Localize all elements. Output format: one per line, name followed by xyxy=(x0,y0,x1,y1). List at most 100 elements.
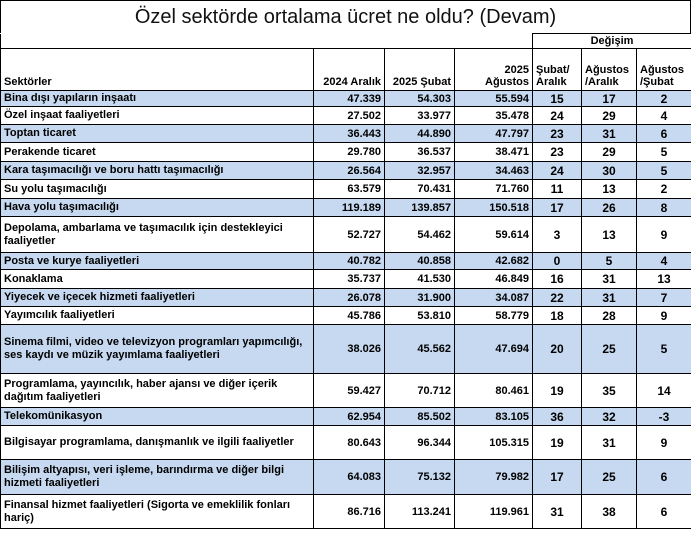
sector: Finansal hizmet faaliyetleri (Sigorta ve… xyxy=(0,494,314,529)
cell: 0 xyxy=(532,252,582,270)
sector: Posta ve kurye faaliyetleri xyxy=(0,252,314,270)
cell: 13 xyxy=(581,216,637,253)
cell: 11 xyxy=(532,179,582,199)
sector: Su yolu taşımacılığı xyxy=(0,179,314,199)
cell: 36.443 xyxy=(313,124,385,143)
row: Hava yolu taşımacılığı 119.189 139.857 150.… xyxy=(0,198,691,217)
cell: 45.562 xyxy=(384,324,455,374)
cell: 24 xyxy=(532,106,582,125)
cell: 16 xyxy=(532,269,582,289)
sector: Telekomünikasyon xyxy=(0,407,314,426)
cell: 79.982 xyxy=(454,459,533,495)
cell: 36.537 xyxy=(384,142,455,162)
column-header: Sektörler xyxy=(0,48,314,91)
column-header: 2025 Şubat xyxy=(384,48,455,91)
cell: 28 xyxy=(581,306,637,325)
cell: 38.471 xyxy=(454,142,533,162)
cell: 22 xyxy=(532,288,582,307)
row: Finansal hizmet faaliyetleri (Sigorta ve… xyxy=(0,494,691,529)
cell: 63.579 xyxy=(313,179,385,199)
cell: 29 xyxy=(581,106,637,125)
cell: 62.954 xyxy=(313,407,385,426)
cell: 5 xyxy=(581,252,637,270)
row: Yiyecek ve içecek hizmeti faaliyetleri 26… xyxy=(0,288,691,307)
row: Depolama, ambarlama ve taşımacılık için … xyxy=(0,216,691,253)
row: Yayımcılık faaliyetleri 45.786 53.810 58.77… xyxy=(0,306,691,325)
cell: 59.614 xyxy=(454,216,533,253)
cell: 42.682 xyxy=(454,252,533,270)
cell: 96.344 xyxy=(384,425,455,460)
cell: 6 xyxy=(635,124,691,143)
cell: 23 xyxy=(532,124,582,143)
sector: Depolama, ambarlama ve taşımacılık için … xyxy=(0,216,314,253)
row: Bilgisayar programlama, danışmanlık ve i… xyxy=(0,425,691,460)
cell: 30 xyxy=(581,161,637,180)
cell: 6 xyxy=(635,459,691,495)
cell: 20 xyxy=(532,324,582,374)
blank xyxy=(0,33,533,49)
cell: 45.786 xyxy=(313,306,385,325)
row: Bina dışı yapıların inşaatı 47.339 54.303 5… xyxy=(0,90,691,107)
cell: -3 xyxy=(635,407,691,426)
cell: 139.857 xyxy=(384,198,455,217)
cell: 47.694 xyxy=(454,324,533,374)
cell: 34.463 xyxy=(454,161,533,180)
cell: 2 xyxy=(635,90,691,107)
cell: 29 xyxy=(581,142,637,162)
cell: 17 xyxy=(581,90,637,107)
group-header: Değişim xyxy=(531,33,691,49)
cell: 33.977 xyxy=(384,106,455,125)
cell: 13 xyxy=(581,179,637,199)
sector: Yiyecek ve içecek hizmeti faaliyetleri xyxy=(0,288,314,307)
cell: 15 xyxy=(532,90,582,107)
cell: 35.737 xyxy=(313,269,385,289)
cell: 31.900 xyxy=(384,288,455,307)
sector: Özel inşaat faaliyetleri xyxy=(0,106,314,125)
cell: 54.303 xyxy=(384,90,455,107)
cell: 18 xyxy=(532,306,582,325)
column-header: 2025 Ağustos xyxy=(454,48,533,91)
sector: Bilgisayar programlama, danışmanlık ve i… xyxy=(0,425,314,460)
cell: 26 xyxy=(581,198,637,217)
cell: 5 xyxy=(635,161,691,180)
cell: 47.339 xyxy=(313,90,385,107)
cell: 40.858 xyxy=(384,252,455,270)
cell: 19 xyxy=(532,373,582,408)
cell: 8 xyxy=(635,198,691,217)
cell: 83.105 xyxy=(454,407,533,426)
row: Programlama, yayıncılık, haber ajansı ve… xyxy=(0,373,691,408)
cell: 40.782 xyxy=(313,252,385,270)
cell: 4 xyxy=(635,106,691,125)
cell: 54.462 xyxy=(384,216,455,253)
cell: 31 xyxy=(581,269,637,289)
sector: Hava yolu taşımacılığı xyxy=(0,198,314,217)
sector: Perakende ticaret xyxy=(0,142,314,162)
cell: 35 xyxy=(581,373,637,408)
row: Telekomünikasyon 62.954 85.502 83.105 36 32 -3 xyxy=(0,407,691,426)
row: Perakende ticaret 29.780 36.537 38.471 23 29 5 xyxy=(0,142,691,162)
cell: 119.961 xyxy=(454,494,533,529)
cell: 64.083 xyxy=(313,459,385,495)
sector: Sinema filmi, video ve televizyon progra… xyxy=(0,324,314,374)
row: Sinema filmi, video ve televizyon progra… xyxy=(0,324,691,374)
cell: 150.518 xyxy=(454,198,533,217)
cell: 14 xyxy=(635,373,691,408)
cell: 105.315 xyxy=(454,425,533,460)
sector: Kara taşımacılığı ve boru hattı taşımacı… xyxy=(0,161,314,180)
cell: 17 xyxy=(532,459,582,495)
cell: 75.132 xyxy=(384,459,455,495)
cell: 23 xyxy=(532,142,582,162)
cell: 31 xyxy=(532,494,582,529)
cell: 32 xyxy=(581,407,637,426)
row: Su yolu taşımacılığı 63.579 70.431 71.760 11… xyxy=(0,179,691,199)
cell: 17 xyxy=(532,198,582,217)
cell: 80.461 xyxy=(454,373,533,408)
cell: 25 xyxy=(581,459,637,495)
cell: 9 xyxy=(635,425,691,460)
cell: 113.241 xyxy=(384,494,455,529)
cell: 25 xyxy=(581,324,637,374)
cell: 31 xyxy=(581,425,637,460)
cell: 29.780 xyxy=(313,142,385,162)
title: Özel sektörde ortalama ücret ne oldu? (D… xyxy=(0,0,691,33)
cell: 119.189 xyxy=(313,198,385,217)
